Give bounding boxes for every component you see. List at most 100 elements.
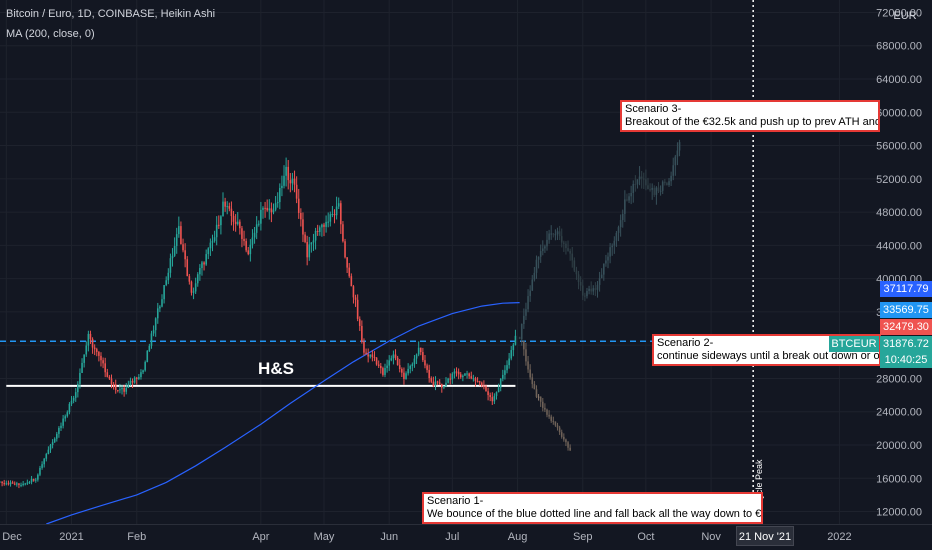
scenario-3-note[interactable]: Scenario 3- Breakout of the €32.5k and p… — [620, 100, 880, 132]
level-price-tag: 33569.75 — [880, 302, 932, 318]
projection-candle-up — [621, 213, 624, 221]
candle — [346, 257, 348, 268]
candle — [300, 212, 302, 220]
x-tick-label: Jul — [445, 531, 459, 543]
projection-candle-up — [642, 178, 645, 180]
candle — [51, 442, 54, 445]
projection-candle-up — [592, 288, 595, 292]
candle — [140, 372, 142, 378]
chart-title[interactable]: Bitcoin / Euro, 1D, COINBASE, Heikin Ash… — [6, 8, 216, 20]
candle — [178, 226, 180, 235]
x-tick-label: 2022 — [827, 531, 851, 543]
candle — [89, 333, 92, 339]
candle — [201, 262, 203, 269]
candle — [26, 482, 29, 484]
projection-candle-up — [560, 236, 563, 243]
candle — [79, 372, 81, 384]
candle — [125, 388, 128, 392]
candle — [457, 371, 460, 375]
projection-candle-up — [653, 187, 656, 195]
candle — [377, 364, 380, 366]
candle — [37, 474, 39, 480]
candle — [392, 354, 395, 359]
candle — [117, 389, 119, 391]
scenario-3-text: Breakout of the €32.5k and push up to pr… — [625, 116, 880, 128]
projection-candle-up — [586, 290, 588, 297]
candle — [188, 276, 191, 282]
candle — [18, 483, 20, 485]
y-tick-label: 72000.00 — [876, 7, 922, 19]
projection-candle-up — [520, 323, 523, 340]
candle — [312, 240, 315, 243]
candle — [430, 378, 433, 382]
projection-candle-up — [666, 183, 668, 186]
candle — [419, 347, 422, 353]
projection-candle-up — [548, 233, 550, 240]
y-tick-label: 28000.00 — [876, 373, 922, 385]
candle — [211, 240, 214, 243]
candle — [394, 354, 397, 358]
projection-candle-up — [544, 246, 546, 249]
candle — [236, 221, 239, 225]
cycle-date-tag: 21 Nov '21 — [736, 526, 794, 546]
y-tick-label: 60000.00 — [876, 107, 922, 119]
x-tick-label: Dec — [2, 531, 22, 543]
candle — [239, 221, 241, 229]
y-axis-panel[interactable] — [880, 0, 932, 525]
candle — [350, 276, 353, 287]
candle — [485, 386, 487, 392]
projection-candle-up — [575, 270, 578, 275]
candle — [434, 381, 437, 387]
candle — [279, 188, 281, 203]
cycle-peak-marker: Cycle Peak — [752, 0, 764, 524]
projection-candle-up — [651, 187, 653, 190]
candle — [417, 347, 420, 355]
candle — [483, 385, 485, 387]
projection-candle-up — [661, 181, 664, 191]
candle — [123, 387, 125, 392]
resistance-price-tag: 32479.30 — [880, 319, 932, 335]
cycle-peak-label: Cycle Peak — [754, 459, 764, 505]
candle — [451, 373, 454, 380]
candle — [131, 380, 134, 383]
candle — [95, 349, 98, 352]
candle — [47, 449, 50, 454]
candle — [209, 242, 212, 249]
projection-candle-down — [527, 361, 529, 370]
projection-candle-up — [579, 281, 582, 286]
candle — [293, 178, 296, 185]
projection-candle-down — [558, 427, 561, 433]
candle — [220, 216, 222, 226]
candle — [106, 372, 109, 377]
projection-candle-up — [581, 285, 584, 296]
y-tick-label: 44000.00 — [876, 240, 922, 252]
candle — [510, 350, 513, 359]
candle — [16, 483, 18, 485]
candle — [148, 345, 151, 351]
candle — [163, 285, 165, 300]
candle — [81, 362, 83, 373]
x-tick-label: Sep — [573, 531, 593, 543]
projection-candle-down — [541, 401, 544, 408]
projection-candle-down — [552, 420, 555, 422]
countdown-tag: 10:40:25 — [880, 352, 932, 368]
candle — [373, 356, 376, 358]
projection-candle-up — [645, 179, 647, 186]
candle — [504, 370, 506, 375]
candle — [180, 226, 182, 245]
candle — [253, 232, 256, 238]
candle — [405, 373, 407, 380]
projection-candle-up — [523, 315, 525, 324]
projection-candle-down — [523, 341, 525, 350]
candle — [329, 214, 332, 222]
scenario-1-title: Scenario 1- — [427, 495, 484, 507]
candle — [432, 381, 435, 387]
scenario-1-note[interactable]: Scenario 1- We bounce of the blue dotted… — [422, 492, 763, 524]
candle — [230, 208, 233, 217]
candle — [390, 358, 393, 361]
symbol-tag[interactable]: BTCEUR — [829, 336, 879, 352]
indicator-label[interactable]: MA (200, close, 0) — [6, 28, 95, 40]
projection-candle-up — [584, 295, 586, 297]
